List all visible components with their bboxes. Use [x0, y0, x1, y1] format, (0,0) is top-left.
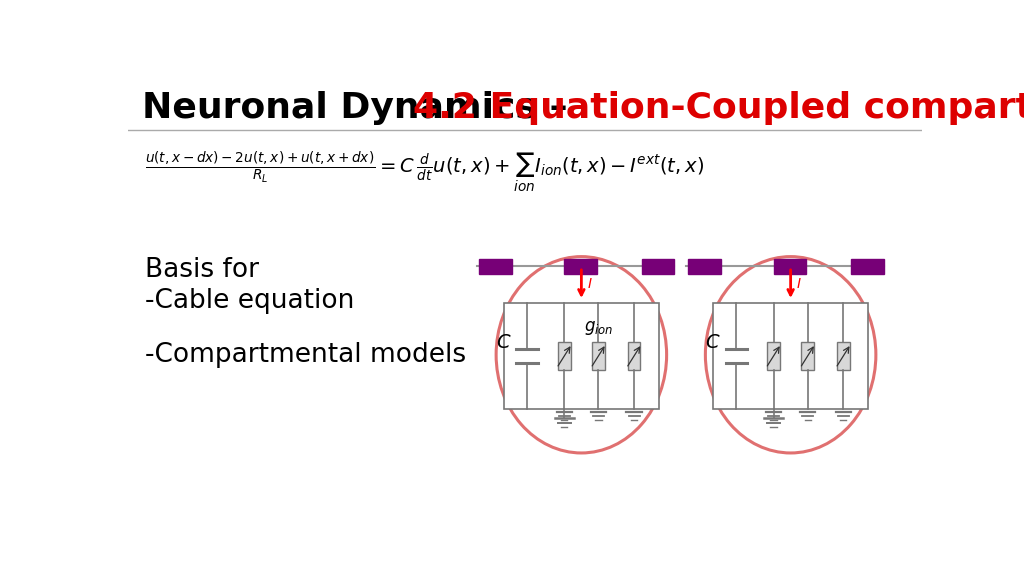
Text: $\frac{u(t,x-dx)-2u(t,x)+u(t,x+dx)}{R_L} = C\,\frac{d}{dt}u(t,x)+\sum_{ion}I_{io: $\frac{u(t,x-dx)-2u(t,x)+u(t,x+dx)}{R_L}… [145, 149, 705, 194]
Text: -Cable equation: -Cable equation [145, 288, 354, 314]
Bar [688, 259, 721, 274]
Bar [713, 303, 868, 409]
Text: 4.2 Equation-Coupled compartments: 4.2 Equation-Coupled compartments [414, 90, 1024, 124]
Text: Basis for: Basis for [145, 257, 259, 283]
Bar [642, 259, 675, 274]
Bar [558, 342, 570, 370]
Text: Neuronal Dynamics –: Neuronal Dynamics – [142, 90, 581, 124]
Bar [628, 342, 640, 370]
Bar [802, 342, 814, 370]
Bar [851, 259, 884, 274]
Bar [592, 342, 604, 370]
Text: $\it{I}$: $\it{I}$ [796, 277, 802, 291]
Text: $\mathbf{\it{C}}$: $\mathbf{\it{C}}$ [496, 332, 512, 351]
Bar [564, 259, 597, 274]
Text: $\mathbf{\it{g}_{ion}}$: $\mathbf{\it{g}_{ion}}$ [584, 320, 613, 338]
Text: $\it{I}$: $\it{I}$ [587, 277, 593, 291]
Text: $\mathbf{\it{C}}$: $\mathbf{\it{C}}$ [706, 332, 721, 351]
Bar [838, 342, 850, 370]
Text: -Compartmental models: -Compartmental models [145, 342, 466, 367]
Bar [767, 342, 779, 370]
Bar [504, 303, 658, 409]
Bar [773, 259, 806, 274]
Bar [479, 259, 512, 274]
